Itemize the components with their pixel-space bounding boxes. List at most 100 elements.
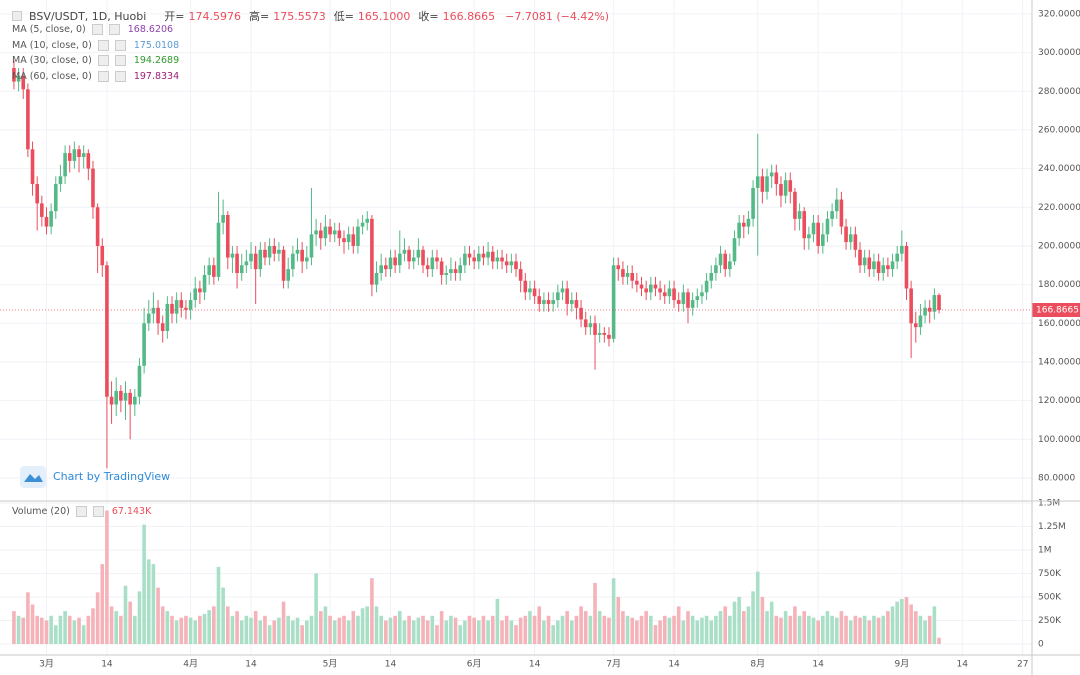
y-tick-label: 140.0000 xyxy=(1038,357,1080,367)
candle-body xyxy=(142,323,146,366)
volume-bar xyxy=(635,620,639,645)
y-tick-label: 280.0000 xyxy=(1038,87,1080,97)
volume-bar xyxy=(444,620,449,645)
settings-icon[interactable] xyxy=(97,39,109,51)
y-tick-label: 320.0000 xyxy=(1038,9,1080,19)
volume-bar xyxy=(351,611,356,645)
volume-bar xyxy=(239,620,244,645)
volume-bar xyxy=(49,615,53,645)
volume-bar xyxy=(755,571,760,645)
candle-body xyxy=(611,265,616,339)
volume-bar xyxy=(58,615,63,645)
candle-body xyxy=(263,249,267,258)
volume-bar xyxy=(839,611,844,645)
volume-bar xyxy=(783,611,788,645)
close-icon[interactable] xyxy=(108,24,120,35)
settings-icon[interactable] xyxy=(97,70,109,82)
candle-body xyxy=(932,295,937,312)
candle-body xyxy=(249,253,253,262)
volume-bar xyxy=(21,617,26,645)
volume-bar xyxy=(463,620,467,645)
settings-icon[interactable] xyxy=(75,506,87,517)
candle-body xyxy=(472,257,476,262)
ohlc-label: 收= xyxy=(418,10,439,23)
y-tick-label: 120.0000 xyxy=(1038,396,1080,406)
volume-bar xyxy=(258,620,263,645)
candle-body xyxy=(109,396,114,405)
volume-bar xyxy=(416,617,421,645)
candle-body xyxy=(560,288,565,293)
candle-body xyxy=(695,296,700,301)
volume-bar xyxy=(821,615,825,645)
volume-bar xyxy=(458,625,463,645)
volume-bar xyxy=(67,615,72,645)
volume-bar xyxy=(709,620,714,645)
volume-bar xyxy=(848,620,853,645)
candle-body xyxy=(351,234,356,246)
y-tick-label: 180.0000 xyxy=(1038,280,1080,290)
settings-icon[interactable] xyxy=(97,55,109,66)
volume-bar xyxy=(160,606,165,645)
volume-bar xyxy=(904,597,909,645)
candle-body xyxy=(546,300,551,304)
volume-bar xyxy=(881,615,886,645)
candle-body xyxy=(105,265,109,397)
volume-bar xyxy=(295,617,300,645)
volume-bar xyxy=(728,615,732,645)
volume-bar xyxy=(407,615,411,645)
close-icon[interactable] xyxy=(92,506,104,517)
candle-body xyxy=(309,234,314,258)
volume-bar xyxy=(769,601,774,645)
volume-bar xyxy=(834,617,839,645)
candle-body xyxy=(653,284,658,289)
volume-bar xyxy=(235,611,239,645)
close-icon[interactable] xyxy=(114,39,126,51)
y-tick-label: 300.0000 xyxy=(1038,48,1080,58)
volume-bar xyxy=(811,617,816,645)
volume-bar xyxy=(207,610,211,645)
ohlc-label: 高= xyxy=(248,10,270,23)
volume-bar xyxy=(807,615,811,645)
volume-bar xyxy=(690,615,695,645)
volume-bar xyxy=(356,615,360,645)
volume-bar xyxy=(542,620,546,645)
collapse-icon[interactable] xyxy=(12,11,22,21)
volume-bar xyxy=(872,615,876,645)
candle-body xyxy=(123,392,128,401)
volume-bar xyxy=(91,608,95,645)
candle-body xyxy=(528,288,532,293)
volume-bar xyxy=(537,606,542,645)
volume-bar xyxy=(86,615,91,645)
indicator-name: MA (60, close, 0) xyxy=(12,70,92,82)
indicator-legend: MA (60, close, 0) 197.8334 xyxy=(12,70,179,82)
close-icon[interactable] xyxy=(114,55,126,66)
y-tick-label: 100.0000 xyxy=(1038,435,1080,445)
candle-body xyxy=(128,392,132,405)
volume-bar xyxy=(583,611,588,645)
candle-body xyxy=(72,149,77,161)
x-tick-label: 7月 xyxy=(606,659,621,670)
volume-bar xyxy=(230,615,235,645)
tradingview-logo xyxy=(20,466,46,488)
plot xyxy=(0,60,1032,645)
volume-bar xyxy=(188,617,193,645)
y-tick-label: 160.0000 xyxy=(1038,319,1080,329)
last-price-label: 166.8665 xyxy=(1036,306,1079,316)
volume-bar xyxy=(267,625,272,645)
volume-bar xyxy=(825,611,830,645)
candle-body xyxy=(81,153,86,157)
close-icon[interactable] xyxy=(114,70,126,82)
settings-icon[interactable] xyxy=(91,24,103,35)
symbol-title: BSV/USDT, 1D, Huobi xyxy=(29,9,147,23)
candle-body xyxy=(783,180,788,196)
volume-bar xyxy=(876,617,881,645)
y-tick-label: 200.0000 xyxy=(1038,241,1080,251)
candle-body xyxy=(119,390,123,401)
candle-body xyxy=(374,273,379,285)
ohlc-value: 165.1000 xyxy=(357,9,411,23)
volume-bar xyxy=(593,582,597,645)
candle-body xyxy=(895,253,899,262)
candle-body xyxy=(704,280,709,293)
volume-bar xyxy=(370,578,374,645)
indicator-legend: MA (5, close, 0) 168.6206 xyxy=(12,24,173,35)
